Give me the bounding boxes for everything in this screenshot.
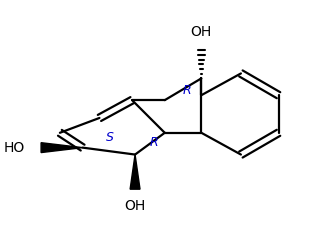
Text: R: R xyxy=(182,84,191,97)
Polygon shape xyxy=(130,155,140,189)
Text: HO: HO xyxy=(4,141,25,155)
Text: OH: OH xyxy=(124,199,146,213)
Text: OH: OH xyxy=(191,25,212,39)
Polygon shape xyxy=(41,143,83,153)
Text: R: R xyxy=(150,136,158,149)
Text: S: S xyxy=(106,131,114,144)
